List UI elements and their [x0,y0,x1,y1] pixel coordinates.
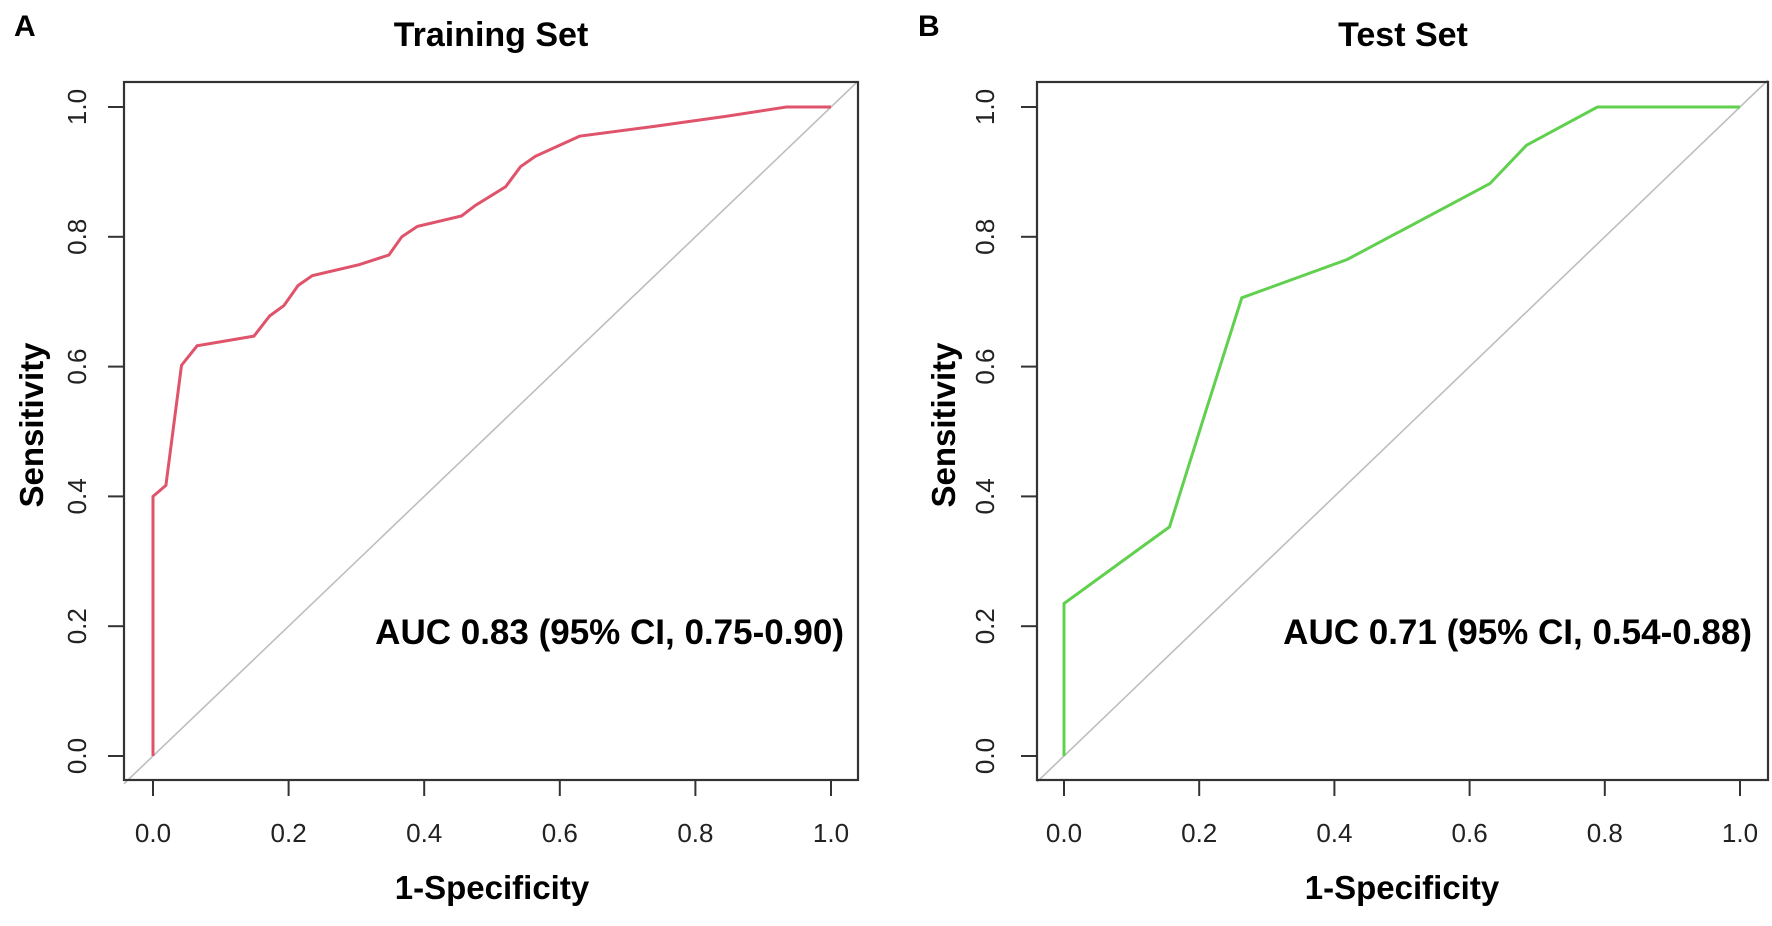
y-tick-label: 1.0 [970,89,1000,125]
y-tick-label: 0.8 [970,219,1000,255]
x-tick-label: 0.4 [1316,818,1352,848]
reference-diagonal-line [123,80,859,785]
y-axis-label: Sensitivity [13,342,50,508]
plot-frame [1035,80,1770,782]
y-tick-label: 0.2 [62,608,92,644]
auc-annotation: AUC 0.71 (95% CI, 0.54-0.88) [1283,613,1752,652]
panel-label: B [918,10,940,43]
x-axis-label: 1-Specificity [395,869,590,906]
y-tick-label: 1.0 [62,89,92,125]
roc-curve [151,105,831,756]
x-tick-label: 0.8 [677,818,713,848]
auc-annotation: AUC 0.83 (95% CI, 0.75-0.90) [375,613,844,652]
roc-curve [1062,105,1740,756]
x-tick-label: 0.0 [1046,818,1082,848]
y-tick-label: 0.0 [62,738,92,774]
y-tick-label: 0.2 [970,608,1000,644]
x-tick-label: 0.6 [542,818,578,848]
reference-diagonal-line [1036,79,1769,783]
y-tick-label: 0.0 [970,738,1000,774]
x-tick-label: 0.2 [271,818,307,848]
roc-panel-b: B Test Set 0.0 0.2 0.4 0.6 0.8 1.0 0.0 0.2 0.4 0.6 0… [918,10,1770,906]
y-tick-label: 0.6 [970,349,1000,385]
y-tick-label: 0.6 [62,349,92,385]
roc-panel-a: A Training Set 0.0 0.2 0.4 0.6 0.8 1.0 0.0 0.2 0.4… [13,10,860,906]
x-axis-label: 1-Specificity [1305,869,1500,906]
chart-title: Training Set [394,16,589,54]
y-tick-label: 0.4 [62,478,92,514]
x-tick-label: 0.4 [406,818,442,848]
x-tick-label: 0.8 [1587,818,1623,848]
x-tick-label: 1.0 [813,818,849,848]
panel-label: A [14,10,36,43]
y-tick-label: 0.8 [62,219,92,255]
chart-title: Test Set [1338,16,1468,54]
x-tick-label: 0.2 [1181,818,1217,848]
x-tick-label: 1.0 [1722,818,1758,848]
x-tick-label: 0.0 [135,818,171,848]
y-axis-label: Sensitivity [925,342,962,508]
plot-frame [122,80,860,782]
y-tick-label: 0.4 [970,478,1000,514]
x-tick-label: 0.6 [1452,818,1488,848]
